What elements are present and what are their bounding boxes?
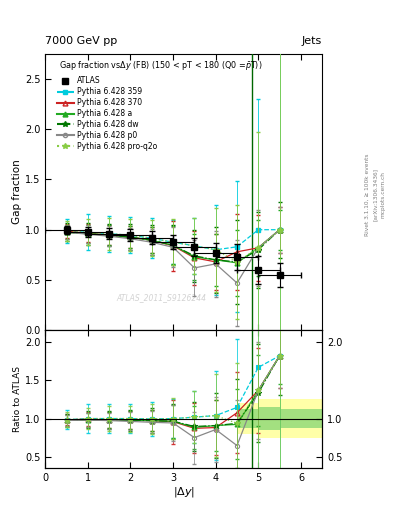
- Text: Jets: Jets: [302, 35, 322, 46]
- Bar: [280, 399, 322, 438]
- Bar: [258, 399, 280, 438]
- Text: ATLAS_2011_S9126244: ATLAS_2011_S9126244: [117, 293, 207, 303]
- X-axis label: |$\Delta y$|: |$\Delta y$|: [173, 485, 195, 499]
- Legend: ATLAS, Pythia 6.428 359, Pythia 6.428 370, Pythia 6.428 a, Pythia 6.428 dw, Pyth: ATLAS, Pythia 6.428 359, Pythia 6.428 37…: [54, 73, 160, 154]
- Bar: [237, 410, 258, 428]
- Text: Gap fraction vs$\Delta y$ (FB) (150 < pT < 180 (Q0 =$\bar{p}$T)): Gap fraction vs$\Delta y$ (FB) (150 < pT…: [59, 59, 263, 72]
- Bar: [280, 410, 322, 428]
- Y-axis label: Ratio to ATLAS: Ratio to ATLAS: [13, 367, 22, 432]
- Text: [arXiv:1306.3436]: [arXiv:1306.3436]: [373, 168, 378, 221]
- Text: mcplots.cern.ch: mcplots.cern.ch: [381, 171, 386, 218]
- Text: Rivet 3.1.10, ≥ 100k events: Rivet 3.1.10, ≥ 100k events: [365, 153, 370, 236]
- Y-axis label: Gap fraction: Gap fraction: [12, 160, 22, 224]
- Bar: [237, 403, 258, 434]
- Bar: [258, 407, 280, 430]
- Text: 7000 GeV pp: 7000 GeV pp: [45, 35, 118, 46]
